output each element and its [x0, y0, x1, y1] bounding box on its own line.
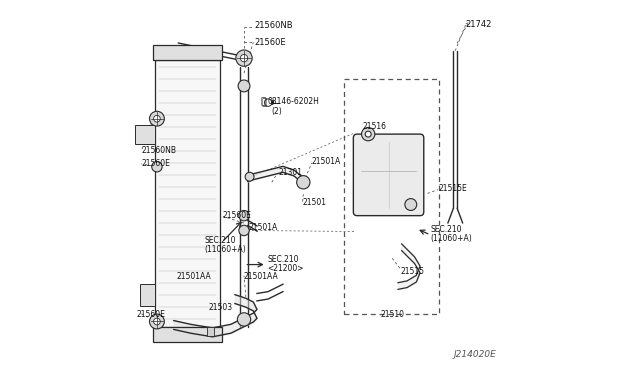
Text: 21742: 21742 — [466, 20, 492, 29]
Text: 21560E: 21560E — [137, 311, 166, 320]
Text: 08146-6202H: 08146-6202H — [268, 97, 319, 106]
Text: (2): (2) — [272, 108, 283, 116]
Text: 21560E: 21560E — [223, 211, 252, 220]
Bar — [153, 327, 222, 341]
Text: 21516: 21516 — [362, 122, 387, 131]
Circle shape — [270, 101, 274, 105]
Circle shape — [152, 161, 162, 172]
Circle shape — [239, 211, 249, 221]
Text: 21501AA: 21501AA — [243, 272, 278, 280]
FancyBboxPatch shape — [353, 134, 424, 216]
Circle shape — [150, 314, 164, 329]
Circle shape — [239, 225, 249, 235]
Text: (11060+A): (11060+A) — [431, 234, 472, 243]
Bar — [207, 327, 214, 336]
Circle shape — [150, 111, 164, 126]
Text: 21501A: 21501A — [249, 223, 278, 232]
Text: Ⓑ: Ⓑ — [262, 98, 268, 107]
Text: 21501A: 21501A — [312, 157, 341, 166]
Text: J214020E: J214020E — [453, 350, 496, 359]
Text: 21560NB: 21560NB — [254, 22, 292, 31]
Text: 21510: 21510 — [380, 311, 404, 320]
Bar — [155, 60, 220, 327]
Bar — [140, 284, 155, 306]
Text: 21515E: 21515E — [438, 184, 467, 193]
Text: SEC.210: SEC.210 — [204, 236, 236, 246]
Bar — [344, 78, 438, 314]
Circle shape — [362, 128, 375, 141]
Text: <21200>: <21200> — [268, 264, 304, 273]
Bar — [134, 125, 155, 144]
Text: 21501AA: 21501AA — [177, 272, 211, 280]
Circle shape — [236, 50, 252, 66]
Text: 21301: 21301 — [278, 168, 303, 177]
Circle shape — [154, 115, 160, 122]
Text: 21501: 21501 — [303, 198, 326, 207]
Circle shape — [241, 54, 248, 62]
Circle shape — [365, 131, 371, 137]
Circle shape — [264, 99, 272, 106]
Circle shape — [154, 318, 160, 325]
Circle shape — [405, 199, 417, 211]
Text: (11060+A): (11060+A) — [204, 245, 246, 254]
Text: 21560E: 21560E — [254, 38, 285, 47]
Text: SEC.210: SEC.210 — [268, 255, 299, 264]
Circle shape — [245, 172, 254, 181]
Text: Ⓑ: Ⓑ — [260, 97, 266, 106]
Text: 21515: 21515 — [401, 267, 425, 276]
Bar — [153, 45, 222, 60]
Circle shape — [297, 176, 310, 189]
Text: 21560E: 21560E — [141, 159, 170, 168]
Text: 21503: 21503 — [208, 303, 232, 312]
Circle shape — [238, 80, 250, 92]
Circle shape — [237, 313, 251, 326]
Text: 21560NB: 21560NB — [141, 146, 177, 155]
Text: SEC.210: SEC.210 — [431, 225, 462, 234]
